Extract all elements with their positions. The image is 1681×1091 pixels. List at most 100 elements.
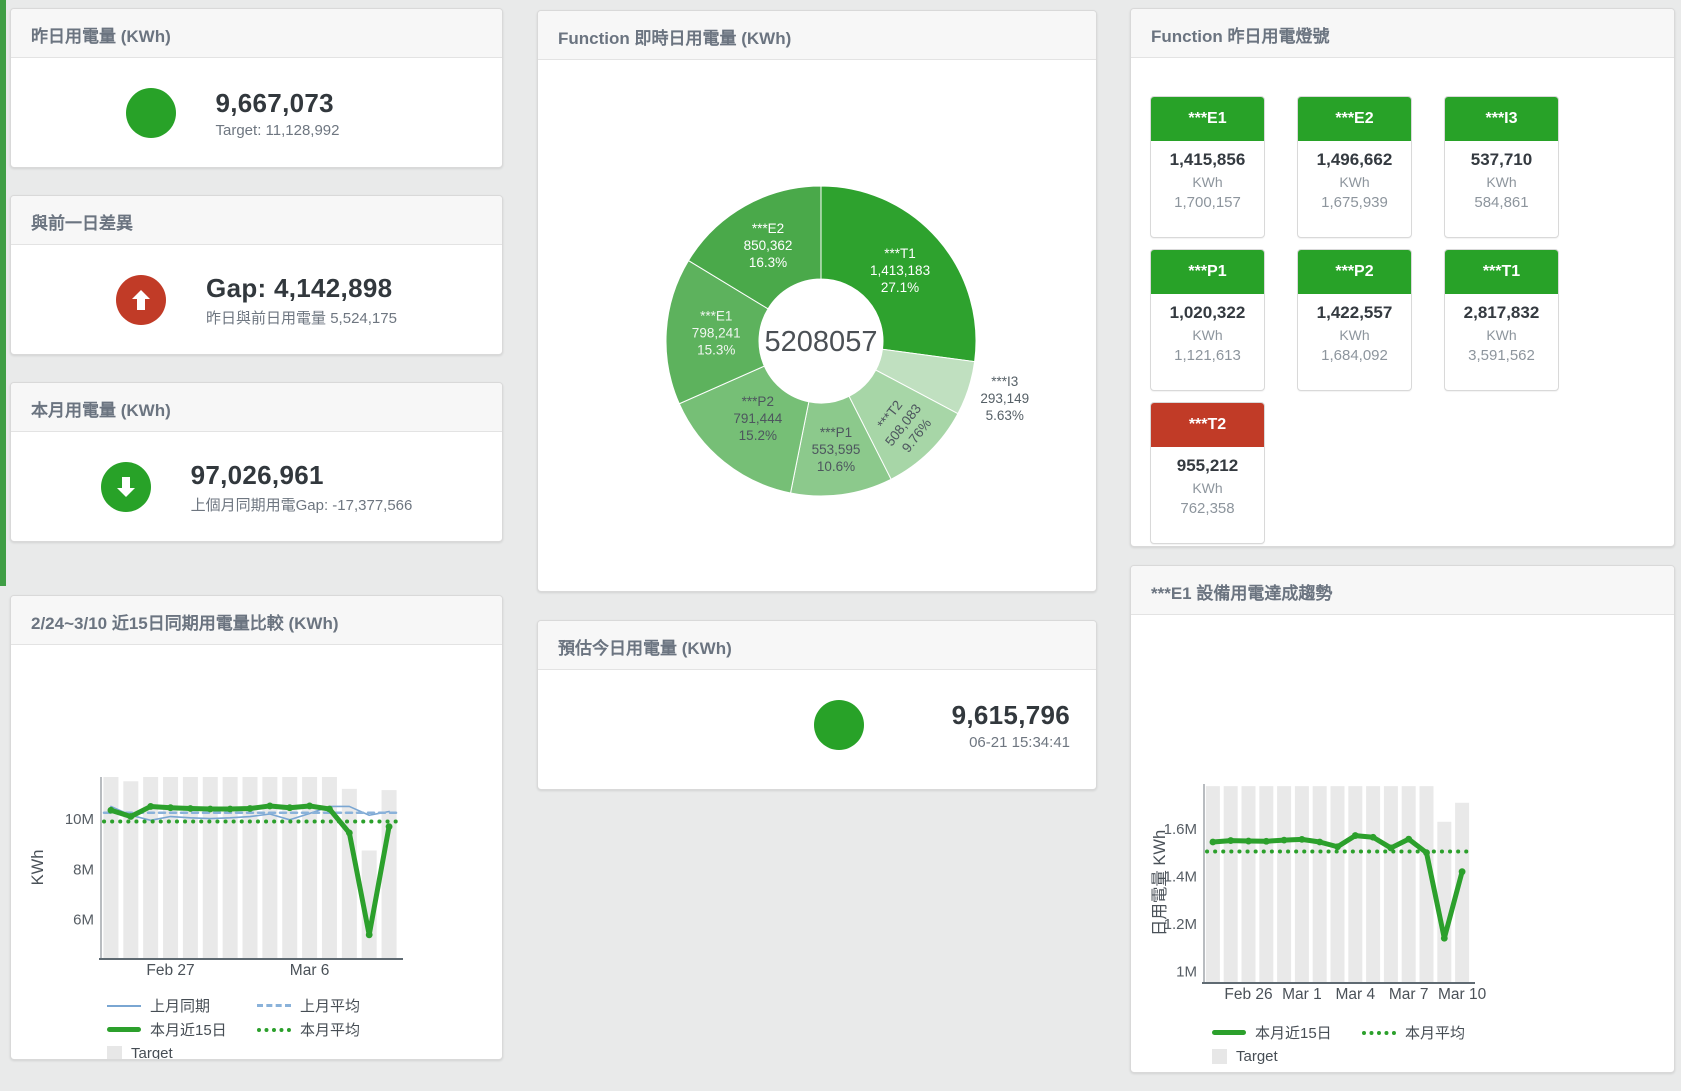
- series-marker: [266, 802, 274, 810]
- target-bar: [341, 788, 357, 958]
- kpi-value: 9,667,073: [215, 87, 334, 118]
- tile-value: 955,212: [1176, 456, 1239, 475]
- donut-label-t1: ***T1 1,413,183 27.1%: [870, 246, 930, 295]
- donut-label-p2: ***P2 791,444 15.2%: [733, 394, 782, 443]
- legend-label: 本月近15日: [1255, 1025, 1332, 1042]
- series-marker: [167, 804, 174, 812]
- donut-label-e2: ***E2 850,362 16.3%: [744, 221, 793, 270]
- donut-center-value: 5208057: [765, 326, 878, 358]
- target-bar: [1223, 786, 1238, 982]
- target-bar: [1330, 786, 1345, 982]
- legend-item-target[interactable]: Target: [1212, 1045, 1362, 1068]
- target-bar: [282, 777, 298, 958]
- donut-segment-t1[interactable]: [820, 185, 977, 363]
- target-bar: [1312, 786, 1327, 982]
- y-axis-label: 日用電量 KWh: [1151, 830, 1169, 936]
- target-bar: [1205, 786, 1220, 982]
- series-marker: [1458, 868, 1466, 876]
- card-yesterday-usage: 昨日用電量 (KWh) 9,667,073 Target: 11,128,992: [10, 8, 503, 168]
- legend-swatch-dots-icon: [257, 1027, 291, 1032]
- kpi-value: Gap: 4,142,898: [206, 272, 393, 303]
- kpi-value: 97,026,961: [190, 459, 324, 490]
- kpi-timestamp: 06-21 15:34:41: [969, 733, 1070, 751]
- legend-item-item[interactable]: 本月平均: [257, 1018, 502, 1041]
- series-marker: [226, 805, 234, 813]
- light-tile-i3: ***I3 537,710 KWh 584,861: [1444, 96, 1559, 238]
- donut-label-e1: ***E1 798,241 15.3%: [692, 308, 741, 357]
- y-axis-label: KWh: [29, 850, 47, 886]
- tile-value: 1,496,662: [1316, 150, 1393, 169]
- x-tick-label: Mar 6: [290, 962, 330, 979]
- series-marker: [107, 806, 115, 814]
- legend-swatch-box-icon: [107, 1046, 122, 1059]
- x-tick-label: Feb 27: [146, 962, 194, 979]
- target-bar: [1277, 786, 1292, 982]
- tile-value: 1,020,322: [1169, 303, 1246, 322]
- target-bar: [1294, 786, 1309, 982]
- tile-unit: KWh: [1486, 174, 1517, 190]
- series-marker: [1316, 838, 1324, 846]
- y-tick-label: 1.2M: [1164, 916, 1197, 933]
- tile-unit: KWh: [1486, 327, 1517, 343]
- series-marker: [1334, 843, 1341, 851]
- legend-swatch-dash-icon: [257, 1004, 291, 1007]
- target-bar: [1348, 786, 1363, 982]
- legend-item-15[interactable]: 本月近15日: [107, 1018, 257, 1041]
- comparison-legend: 上月同期 上月平均 本月近15日 本月平均 Target: [11, 994, 502, 1059]
- legend-item-15[interactable]: 本月近15日: [1212, 1021, 1362, 1044]
- series-line-item: [110, 805, 390, 822]
- tile-secondary: 584,861: [1474, 194, 1529, 211]
- e1-trend-chart: 1M 1.2M 1.4M 1.6M Feb 26 Mar 1 Mar 4 Mar 7 Mar 1…: [1151, 784, 1487, 1003]
- tile-body: 1,496,662 KWh 1,675,939: [1298, 141, 1411, 211]
- y-tick-label: 8M: [73, 861, 94, 878]
- x-tick-label: Mar 10: [1438, 986, 1487, 1003]
- donut-segment-e1[interactable]: [665, 259, 769, 405]
- tile-name: ***I3: [1445, 97, 1558, 141]
- y-tick-label: 1M: [1176, 964, 1197, 981]
- tile-value: 2,817,832: [1463, 303, 1540, 322]
- legend-item-item[interactable]: 上月同期: [107, 994, 257, 1017]
- tile-body: 537,710 KWh 584,861: [1445, 141, 1558, 211]
- donut-segment-p2[interactable]: [678, 365, 810, 494]
- series-marker: [147, 803, 155, 810]
- realtime-donut-chart: ***T1 1,413,183 27.1%***I3 293,149 5.63%***T…: [665, 185, 1029, 497]
- x-tick-label: Feb 26: [1224, 986, 1272, 1003]
- series-marker: [127, 813, 135, 820]
- target-bar: [222, 777, 238, 958]
- card-yesterday-lights: Function 昨日用電燈號 ***E1 1,415,856 KWh 1,700,1…: [1130, 8, 1675, 547]
- legend-label: Target: [1236, 1048, 1278, 1065]
- trend-legend: 本月近15日 本月平均 Target: [1131, 1021, 1674, 1068]
- target-bar: [182, 777, 198, 958]
- series-marker: [385, 823, 393, 830]
- series-marker: [286, 804, 294, 812]
- kpi-value: 9,615,796: [951, 699, 1070, 730]
- card-title: 預估今日用電量 (KWh): [538, 621, 1096, 670]
- x-tick-label: Mar 7: [1389, 986, 1429, 1003]
- card-title: Function 即時日用電量 (KWh): [538, 11, 1096, 60]
- tile-unit: KWh: [1339, 327, 1370, 343]
- legend-item-item[interactable]: 本月平均: [1362, 1021, 1674, 1044]
- tile-value: 1,415,856: [1169, 150, 1246, 169]
- tile-name: ***E1: [1151, 97, 1264, 141]
- tile-secondary: 1,675,939: [1321, 194, 1388, 211]
- light-tile-p1: ***P1 1,020,322 KWh 1,121,613: [1150, 249, 1265, 391]
- tile-body: 955,212 KWh 762,358: [1151, 447, 1264, 517]
- card-estimate-today: 預估今日用電量 (KWh) 9,615,796 06-21 15:34:41: [537, 620, 1097, 790]
- legend-item-item[interactable]: 上月平均: [257, 994, 502, 1017]
- light-tile-e1: ***E1 1,415,856 KWh 1,700,157: [1150, 96, 1265, 238]
- tile-name: ***T1: [1445, 250, 1558, 294]
- donut-segment-e2[interactable]: [687, 185, 822, 310]
- series-marker: [206, 805, 214, 813]
- status-circle-icon: [814, 700, 864, 750]
- arrow-down-icon: [100, 462, 151, 512]
- tile-secondary: 762,358: [1180, 500, 1235, 517]
- tile-body: 1,415,856 KWh 1,700,157: [1151, 141, 1264, 211]
- tile-secondary: 1,684,092: [1321, 347, 1388, 364]
- y-tick-label: 1.4M: [1164, 868, 1197, 885]
- card-e1-trend: ***E1 設備用電達成趨勢 1M 1.2M 1.4M 1.6M Feb 26 Mar 1…: [1130, 565, 1675, 1073]
- legend-item-target[interactable]: Target: [107, 1042, 257, 1059]
- tile-secondary: 1,700,157: [1174, 194, 1241, 211]
- series-marker: [1262, 837, 1270, 845]
- target-bar: [1419, 786, 1434, 982]
- series-marker: [1209, 838, 1217, 846]
